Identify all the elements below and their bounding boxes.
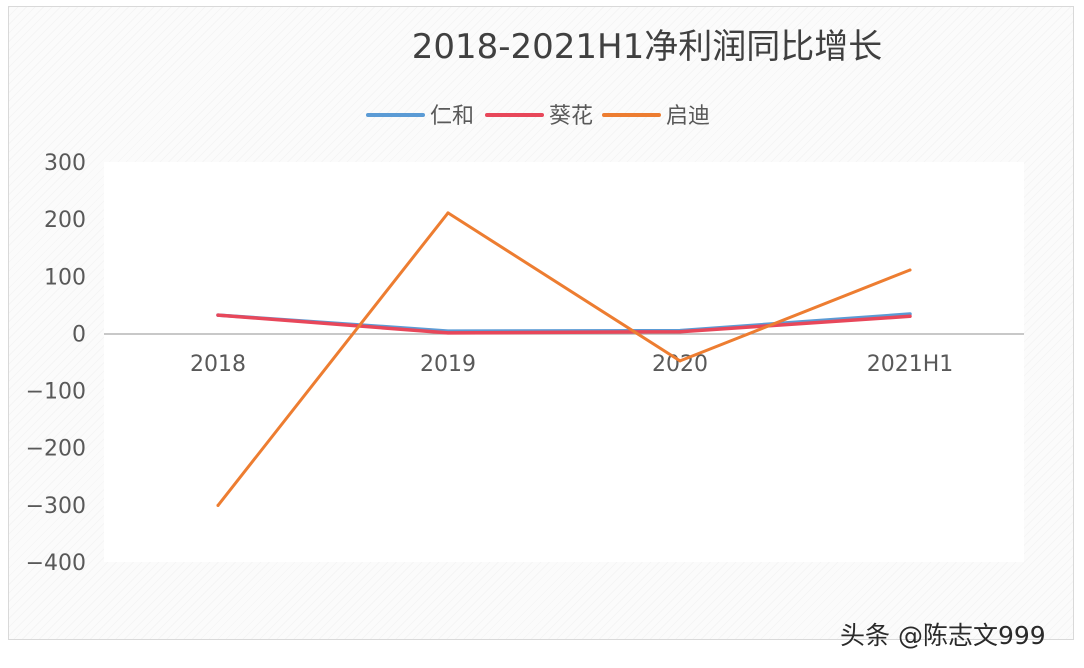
data-point [216, 503, 220, 507]
series-lines [216, 211, 912, 507]
y-tick-label: −300 [26, 494, 86, 519]
legend: 仁和 葵花 启迪 [366, 104, 710, 129]
x-tick-label: 2018 [190, 352, 246, 377]
y-axis-tick-labels: −400 −300 −200 −100 0 100 200 300 [26, 151, 86, 576]
data-point [446, 331, 450, 335]
series-line-2 [216, 211, 912, 507]
plot-area [104, 162, 1024, 562]
y-tick-label: −200 [26, 437, 86, 462]
y-tick-label: 0 [72, 322, 86, 347]
legend-label: 启迪 [666, 104, 710, 129]
x-tick-label: 2019 [420, 352, 476, 377]
data-point [908, 314, 912, 318]
legend-label: 葵花 [549, 104, 593, 129]
series-line-1 [216, 313, 912, 335]
y-tick-label: −100 [26, 380, 86, 405]
x-tick-label: 2020 [652, 352, 708, 377]
y-tick-label: 300 [44, 151, 86, 176]
y-tick-label: 200 [44, 208, 86, 233]
legend-label: 仁和 [430, 104, 474, 129]
data-point [678, 330, 682, 334]
x-axis-tick-labels: 2018 2019 2020 2021H1 [190, 352, 953, 377]
data-point [446, 211, 450, 215]
x-tick-label: 2021H1 [867, 352, 954, 377]
data-point [216, 313, 220, 317]
watermark-text: 头条 @陈志文999 [840, 621, 1046, 650]
y-tick-label: −400 [26, 551, 86, 576]
data-point [908, 268, 912, 272]
data-point [678, 359, 682, 363]
y-tick-label: 100 [44, 265, 86, 290]
chart-title: 2018-2021H1净利润同比增长 [412, 27, 883, 67]
